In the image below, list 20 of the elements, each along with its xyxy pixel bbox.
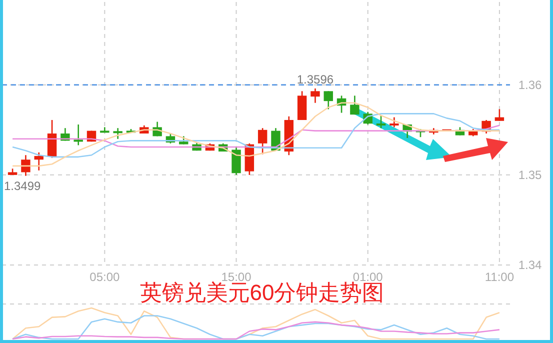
y-tick-label: 1.35 xyxy=(518,168,542,182)
candlestick xyxy=(390,116,399,128)
annotation: 1.3596 xyxy=(296,72,334,86)
candlestick xyxy=(350,95,360,116)
x-tick-label: 11:00 xyxy=(484,270,514,284)
candlestick xyxy=(47,119,57,158)
candlestick xyxy=(376,114,386,129)
y-tick-label: 1.36 xyxy=(518,78,542,92)
candlestick xyxy=(21,154,30,176)
candlestick xyxy=(232,146,241,176)
candlestick xyxy=(494,108,504,122)
x-tick-label: 05:00 xyxy=(90,270,120,284)
candlestick xyxy=(74,124,83,146)
annotation: 1.3499 xyxy=(4,178,42,193)
y-tick-label: 1.34 xyxy=(518,258,542,272)
candlestick xyxy=(324,90,333,110)
candlestick xyxy=(258,127,268,155)
candlestick xyxy=(34,152,44,172)
candlestick xyxy=(113,127,122,140)
candlestick xyxy=(310,88,320,104)
